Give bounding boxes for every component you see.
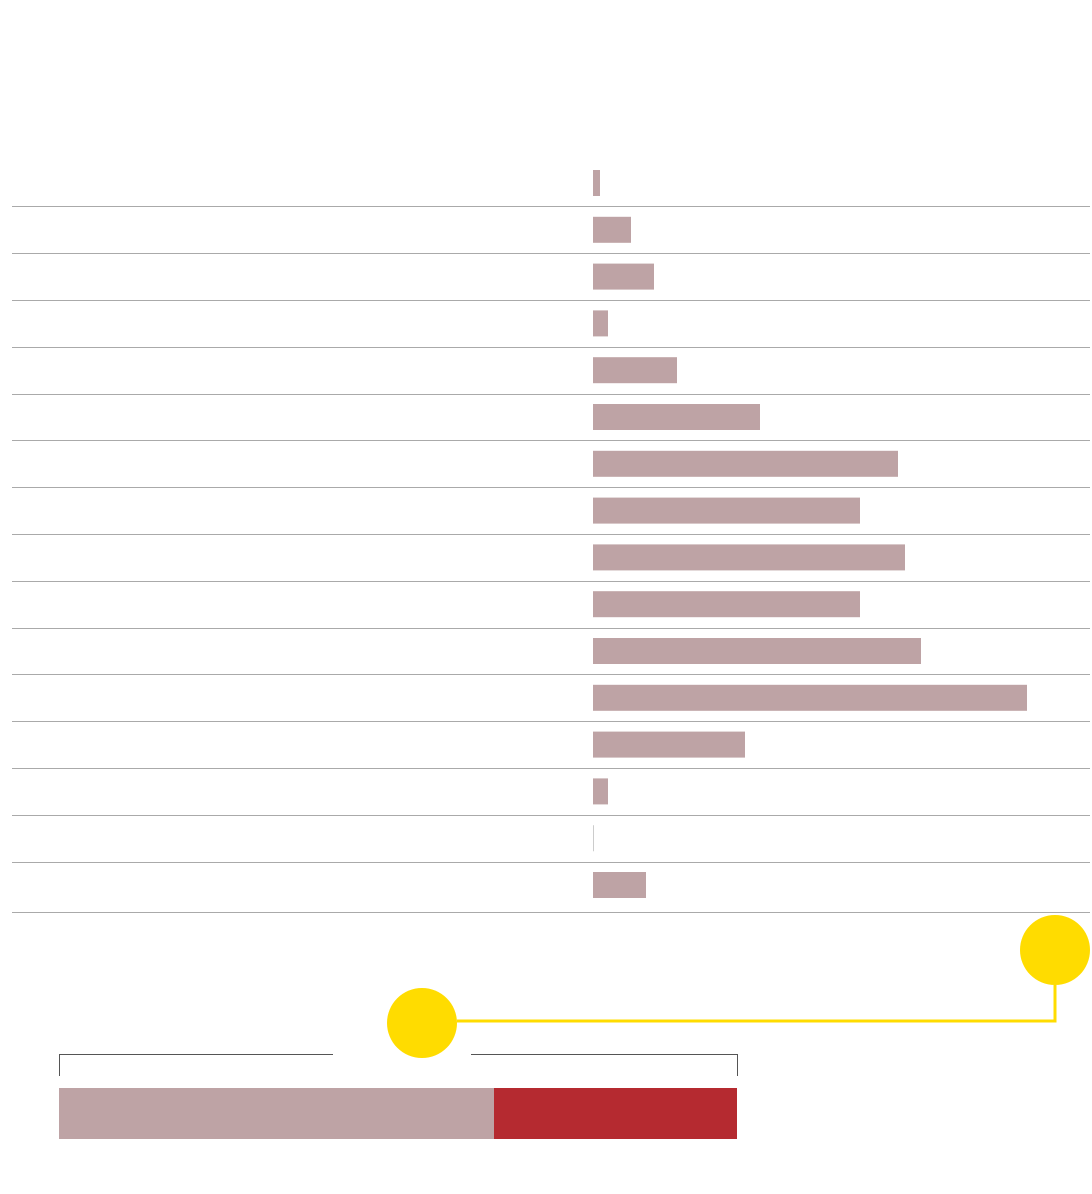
bar-segment — [494, 1088, 737, 1139]
bar — [593, 357, 677, 384]
bar — [593, 872, 646, 898]
bar — [593, 497, 860, 524]
bracket — [471, 1054, 738, 1076]
bar — [593, 263, 654, 290]
bar — [593, 404, 760, 430]
connector — [457, 985, 1057, 1023]
bar — [593, 170, 600, 196]
bar — [593, 778, 608, 805]
bar-segment — [59, 1088, 494, 1139]
bar — [593, 310, 608, 337]
bar — [593, 638, 921, 664]
marker — [387, 988, 457, 1058]
bar — [593, 544, 905, 571]
marker — [1020, 915, 1090, 985]
bar — [593, 216, 631, 243]
bar — [593, 591, 860, 618]
bar — [593, 450, 898, 477]
bar — [593, 731, 745, 758]
callout — [59, 915, 1090, 1076]
bar — [593, 684, 1027, 711]
bracket — [59, 1054, 333, 1076]
